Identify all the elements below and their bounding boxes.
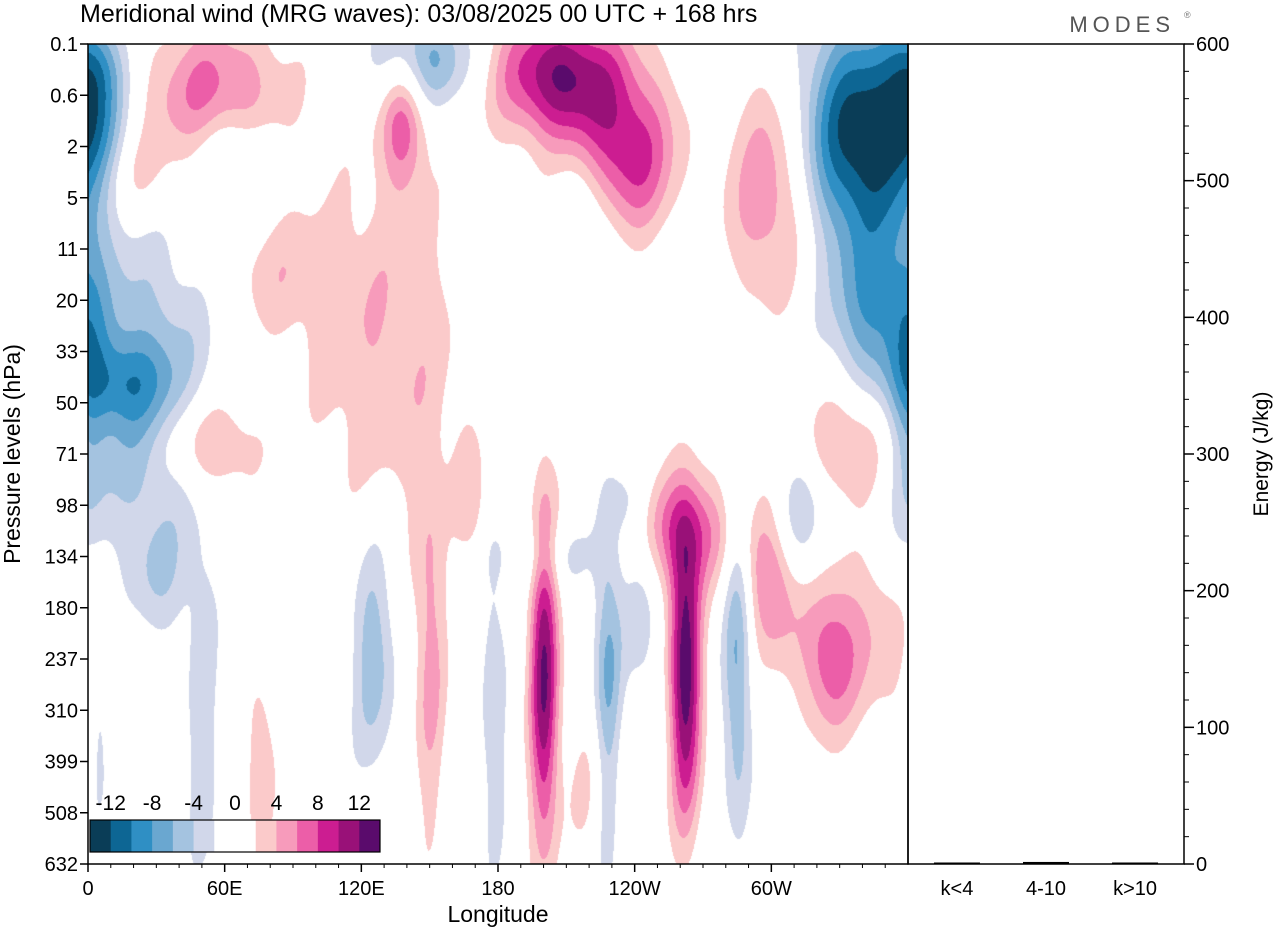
colorbar-label: -12 [96,792,126,815]
colorbar-swatch [172,820,195,852]
y-tick-label: 20 [56,290,78,312]
x-tick-label: 120W [609,878,661,900]
colorbar-swatch [214,820,236,852]
x-tick-label: 0 [82,878,93,900]
y-tick-label: 98 [56,495,78,517]
colorbar-label: 4 [271,792,283,815]
colorbar-swatch [276,820,298,852]
colorbar-swatch [90,820,112,852]
y-tick-label: 0.1 [50,34,78,56]
energy-tick-label: 300 [1196,444,1229,466]
energy-tick-label: 400 [1196,307,1229,329]
x-axis: 0 60E 120E 180 120W 60W [82,864,886,900]
heatmap-field [88,44,908,864]
energy-category-label: k>10 [1113,878,1157,900]
x-tick-label: 60E [207,878,243,900]
y-tick-label: 180 [45,598,78,620]
colorbar-label: -8 [143,792,162,815]
energy-bar [1112,862,1159,864]
x-tick-label: 120E [338,878,385,900]
colorbar-swatch [235,820,257,852]
y-tick-label: 71 [56,444,78,466]
energy-bar [933,862,980,864]
colorbar-swatch [338,820,360,852]
y-tick-label: 632 [45,854,78,876]
brand-logo: MODES [1069,12,1175,37]
energy-frame [907,43,1185,865]
chart-title: Meridional wind (MRG waves): 03/08/2025 … [80,0,757,28]
energy-tick-label: 200 [1196,581,1229,603]
colorbar-swatch [152,820,174,852]
energy-bars: k<4 4-10 k>10 [933,861,1159,900]
x-axis-label: Longitude [447,901,548,927]
colorbar-swatch [317,820,340,852]
colorbar-label: 8 [312,792,324,815]
colorbar-label: 12 [348,792,371,815]
y-tick-label: 33 [56,342,78,364]
y-tick-label: 310 [45,700,78,722]
colorbar-swatch [255,820,277,852]
y-tick-label: 237 [45,649,78,671]
heatmap-plot [88,44,908,864]
y-tick-label: 5 [67,188,78,210]
energy-category-label: k<4 [941,878,974,900]
energy-category-label: 4-10 [1026,878,1066,900]
y-tick-label: 134 [45,547,78,569]
colorbar: -12 -8 -4 0 4 8 12 [89,792,381,853]
energy-tick-label: 0 [1196,854,1207,876]
energy-tick-label: 500 [1196,171,1229,193]
colorbar-swatch [131,820,153,852]
colorbar-swatch [359,820,381,852]
colorbar-swatch [193,820,215,852]
colorbar-label: 0 [229,792,241,815]
y-tick-label: 50 [56,393,78,415]
energy-axis-label: Energy (J/kg) [1250,392,1273,517]
x-tick-label: 60W [751,878,792,900]
colorbar-swatch [297,820,319,852]
energy-tick-label: 100 [1196,717,1229,739]
energy-tick-label: 600 [1196,34,1229,56]
x-tick-label: 180 [481,878,514,900]
energy-bar [1023,861,1069,864]
y-tick-label: 399 [45,752,78,774]
brand-registered-mark: ® [1184,10,1191,20]
colorbar-label: -4 [184,792,203,815]
energy-axis: 0 100 200 300 400 500 600 [1184,34,1229,876]
y-tick-label: 508 [45,803,78,825]
y-tick-label: 11 [57,239,78,261]
colorbar-frame [89,819,381,853]
y-axis-label: Pressure levels (hPa) [0,344,25,564]
colorbar-swatch [110,820,132,852]
y-axis: 0.1 0.6 2 5 11 20 33 50 71 98 134 180 237 310 399 508 63… [45,34,88,876]
y-tick-label: 0.6 [50,85,78,107]
y-tick-label: 2 [67,137,78,159]
